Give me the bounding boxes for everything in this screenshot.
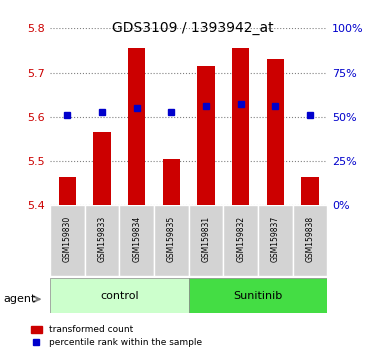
Text: GSM159830: GSM159830 xyxy=(63,216,72,262)
Bar xyxy=(232,48,249,205)
Text: GSM159831: GSM159831 xyxy=(201,216,211,262)
Text: GDS3109 / 1393942_at: GDS3109 / 1393942_at xyxy=(112,21,273,35)
FancyBboxPatch shape xyxy=(223,205,258,276)
Text: GSM159837: GSM159837 xyxy=(271,216,280,262)
Text: GSM159838: GSM159838 xyxy=(305,216,315,262)
FancyBboxPatch shape xyxy=(189,278,327,313)
FancyBboxPatch shape xyxy=(85,205,119,276)
Bar xyxy=(197,66,215,205)
Bar xyxy=(266,59,284,205)
Text: GSM159834: GSM159834 xyxy=(132,216,141,262)
Bar xyxy=(162,159,180,205)
Legend: transformed count, percentile rank within the sample: transformed count, percentile rank withi… xyxy=(31,325,202,347)
Text: Sunitinib: Sunitinib xyxy=(233,291,283,301)
Bar xyxy=(301,177,318,205)
Bar xyxy=(128,48,145,205)
Text: control: control xyxy=(100,291,139,301)
FancyBboxPatch shape xyxy=(258,205,293,276)
FancyBboxPatch shape xyxy=(293,205,327,276)
Bar xyxy=(93,132,111,205)
FancyBboxPatch shape xyxy=(50,278,189,313)
FancyBboxPatch shape xyxy=(154,205,189,276)
Text: GSM159833: GSM159833 xyxy=(97,216,107,262)
Text: GSM159835: GSM159835 xyxy=(167,216,176,262)
FancyBboxPatch shape xyxy=(119,205,154,276)
Text: agent: agent xyxy=(4,294,36,304)
FancyBboxPatch shape xyxy=(189,205,223,276)
Bar xyxy=(59,177,76,205)
Text: GSM159832: GSM159832 xyxy=(236,216,245,262)
FancyBboxPatch shape xyxy=(50,205,85,276)
